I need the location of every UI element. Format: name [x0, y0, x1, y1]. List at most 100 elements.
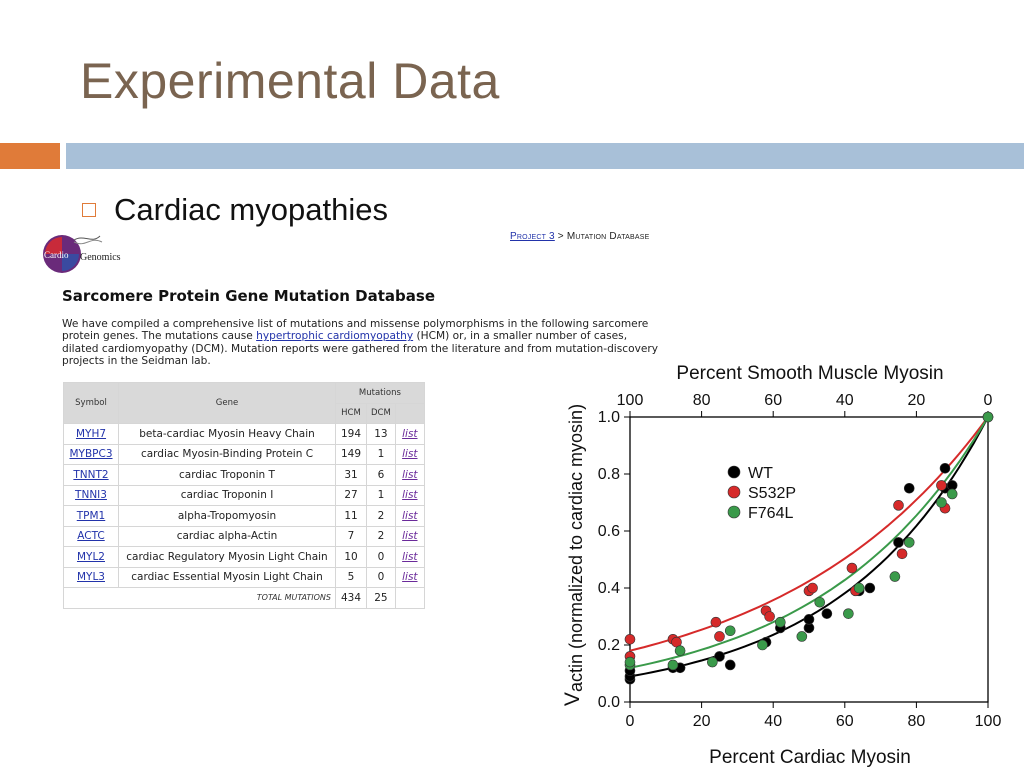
- accent-bar-orange: [0, 143, 60, 169]
- data-point-f764l: [796, 631, 808, 642]
- dcm-cell: 1: [366, 484, 396, 506]
- hcm-link[interactable]: hypertrophic cardiomyopathy: [256, 330, 414, 343]
- gene-cell: beta-cardiac Myosin Heavy Chain: [118, 423, 336, 445]
- gene-cell: cardiac Troponin T: [118, 464, 336, 486]
- data-point-wt: [724, 659, 736, 671]
- x-tick-label: 60: [836, 713, 854, 730]
- gene-cell: alpha-Tropomyosin: [118, 505, 336, 527]
- header-mutations: Mutations: [335, 382, 425, 404]
- header-symbol: Symbol: [63, 382, 119, 424]
- gene-cell: cardiac Troponin I: [118, 484, 336, 506]
- logo-text-cardio: Cardio: [44, 250, 69, 260]
- list-link[interactable]: list: [402, 427, 418, 440]
- list-link[interactable]: list: [402, 509, 418, 522]
- table-row: TPM1 alpha-Tropomyosin 11 2 list: [63, 505, 425, 527]
- vactin-chart: 0 20 40 60 80 100 100 80 60 40 20 0 0.0 0.2 0.4 0.6 0.8 1…: [561, 363, 1002, 768]
- legend-label: F764L: [748, 505, 793, 522]
- x-tick-label: 20: [693, 713, 711, 730]
- data-point-s532p: [714, 631, 725, 642]
- hcm-cell: 5: [335, 566, 367, 588]
- top-tick-label: 0: [984, 392, 993, 409]
- database-title: Sarcomere Protein Gene Mutation Database: [62, 287, 436, 305]
- symbol-link[interactable]: ACTC: [77, 530, 105, 543]
- total-empty: [394, 587, 425, 609]
- data-point-s532p: [764, 611, 775, 622]
- data-point-s532p: [896, 548, 908, 560]
- data-point-s532p: [807, 582, 818, 594]
- data-point-wt: [893, 537, 904, 548]
- x-tick-label: 100: [975, 713, 1002, 730]
- data-point-f764l: [853, 582, 865, 594]
- data-point-f764l: [936, 497, 947, 508]
- gene-cell: cardiac alpha-Actin: [118, 525, 336, 547]
- header-hcm: HCM: [335, 402, 367, 424]
- symbol-link[interactable]: MYL3: [76, 571, 105, 584]
- symbol-link[interactable]: MYH7: [75, 427, 107, 440]
- data-point-f764l: [903, 537, 915, 548]
- dcm-cell: 13: [366, 423, 396, 445]
- total-label: TOTAL MUTATIONS: [63, 587, 336, 609]
- hcm-cell: 31: [335, 464, 367, 486]
- data-point-wt: [821, 608, 833, 619]
- hcm-cell: 11: [335, 505, 367, 527]
- database-description: We have compiled a comprehensive list of…: [62, 318, 662, 368]
- plot-frame: [629, 416, 989, 703]
- data-point-wt: [939, 463, 951, 474]
- mutation-table: Symbol Gene Mutations HCM DCM MYH7 beta-…: [63, 382, 425, 609]
- data-point-f764l: [624, 656, 636, 668]
- list-link[interactable]: list: [402, 550, 418, 563]
- list-link[interactable]: list: [402, 530, 418, 543]
- data-point-f764l: [757, 639, 768, 651]
- legend-marker: [727, 465, 741, 479]
- data-point-s532p: [846, 562, 858, 574]
- top-tick-label: 80: [693, 392, 711, 409]
- y-tick-label: 0.4: [598, 580, 620, 597]
- dcm-cell: 2: [366, 525, 396, 547]
- description-text-2: (HCM) or, in a smaller number of cases, …: [62, 330, 658, 368]
- list-link[interactable]: list: [402, 468, 418, 481]
- symbol-link[interactable]: TPM1: [76, 509, 106, 522]
- fit-curve-s532p: [629, 416, 989, 652]
- data-point-wt: [714, 651, 725, 662]
- data-point-s532p: [624, 633, 636, 645]
- breadcrumb-separator: >: [557, 231, 564, 242]
- bullet-text: Cardiac myopathies: [114, 192, 388, 227]
- list-link[interactable]: list: [402, 489, 418, 502]
- header-gene: Gene: [118, 382, 336, 424]
- top-axis-title: Percent Smooth Muscle Myosin: [676, 363, 943, 384]
- dcm-cell: 1: [366, 443, 396, 465]
- breadcrumb-current: Mutation Database: [566, 231, 650, 242]
- legend-label: WT: [748, 465, 773, 482]
- header-list: [394, 402, 425, 424]
- list-link[interactable]: list: [402, 571, 418, 584]
- table-row: MYBPC3 cardiac Myosin-Binding Protein C …: [63, 443, 425, 465]
- legend-marker: [727, 485, 741, 499]
- total-hcm: 434: [335, 587, 367, 609]
- dcm-cell: 0: [366, 546, 396, 568]
- y-axis-title: Vactin (normalized to cardiac myosin): [561, 404, 586, 706]
- description-text-1: We have compiled a comprehensive list of…: [62, 318, 649, 343]
- data-point-wt: [864, 582, 876, 594]
- symbol-link[interactable]: TNNT2: [73, 468, 109, 481]
- symbol-link[interactable]: TNNI3: [75, 489, 107, 502]
- table-row: TNNT2 cardiac Troponin T 31 6 list: [63, 464, 425, 486]
- x-axis-title: Percent Cardiac Myosin: [709, 747, 911, 768]
- bullet-item: Cardiac myopathies: [82, 192, 388, 228]
- header-dcm: DCM: [366, 402, 396, 424]
- breadcrumb-project-link[interactable]: Project 3: [510, 231, 555, 242]
- legend-marker: [727, 505, 741, 519]
- y-tick-label: 0.8: [598, 466, 620, 483]
- symbol-link[interactable]: MYL2: [76, 550, 105, 563]
- logo-text-genomics: Genomics: [80, 252, 121, 263]
- table-row: ACTC cardiac alpha-Actin 7 2 list: [63, 525, 425, 547]
- y-tick-label: 0.2: [598, 637, 620, 654]
- fit-curve-wt: [629, 416, 989, 678]
- symbol-link[interactable]: MYBPC3: [69, 448, 113, 461]
- y-axis-title-lead: V: [561, 692, 584, 706]
- y-axis-title-rest: actin (normalized to cardiac myosin): [566, 404, 586, 692]
- top-tick-label: 20: [908, 392, 926, 409]
- top-tick-label: 100: [617, 392, 644, 409]
- list-link[interactable]: list: [402, 448, 418, 461]
- hcm-cell: 149: [335, 443, 367, 465]
- data-point-f764l: [946, 488, 958, 500]
